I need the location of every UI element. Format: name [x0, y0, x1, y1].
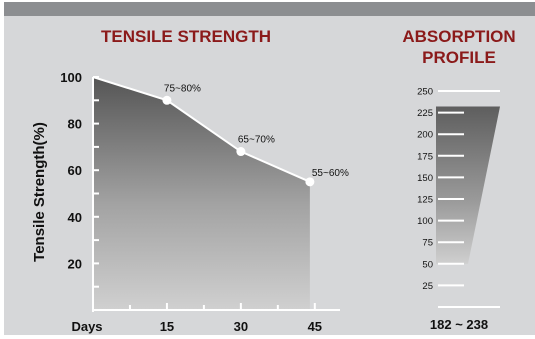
scale-label: 200	[417, 130, 433, 141]
y-axis-label: Tensile Strength(%)	[31, 122, 48, 262]
point-label: 55~60%	[312, 168, 349, 179]
tensile-area	[93, 77, 310, 310]
x-axis-label: Days	[71, 319, 102, 334]
scale-label: 250	[417, 87, 433, 98]
point-label: 75~80%	[164, 83, 201, 94]
data-point	[305, 177, 315, 187]
y-tick-label: 100	[60, 70, 82, 85]
tensile-line	[92, 76, 311, 183]
absorption-chart: 250 225 200 175 150 125 100 75 50 25	[417, 87, 500, 308]
scale-label: 75	[422, 238, 433, 249]
scale-label: 50	[422, 259, 433, 270]
y-tick-label: 40	[68, 210, 82, 225]
x-tick-label: 45	[308, 319, 322, 334]
scale-label: 100	[417, 216, 433, 227]
scale-label: 25	[422, 281, 433, 292]
data-point	[162, 95, 172, 105]
absorption-title-line1: ABSORPTION	[402, 27, 515, 46]
scale-label: 125	[417, 195, 433, 206]
scale-label: 150	[417, 173, 433, 184]
absorption-wedge	[436, 106, 500, 264]
absorption-range-label: 182 ~ 238	[430, 317, 488, 332]
y-tick-label: 20	[68, 256, 82, 271]
x-tick-label: 15	[160, 319, 174, 334]
scale-label: 225	[417, 108, 433, 119]
x-tick-label: 30	[234, 319, 248, 334]
point-label: 65~70%	[238, 135, 275, 146]
absorption-title-line2: PROFILE	[422, 48, 496, 67]
scale-label: 175	[417, 151, 433, 162]
y-tick-label: 60	[68, 163, 82, 178]
data-point	[236, 147, 246, 157]
y-tick-label: 80	[68, 117, 82, 132]
tensile-chart-title: TENSILE STRENGTH	[101, 27, 271, 46]
tensile-chart: 20 40 60 80 100 15 30 45 75~80% 65~70% 55~60%	[60, 70, 349, 334]
